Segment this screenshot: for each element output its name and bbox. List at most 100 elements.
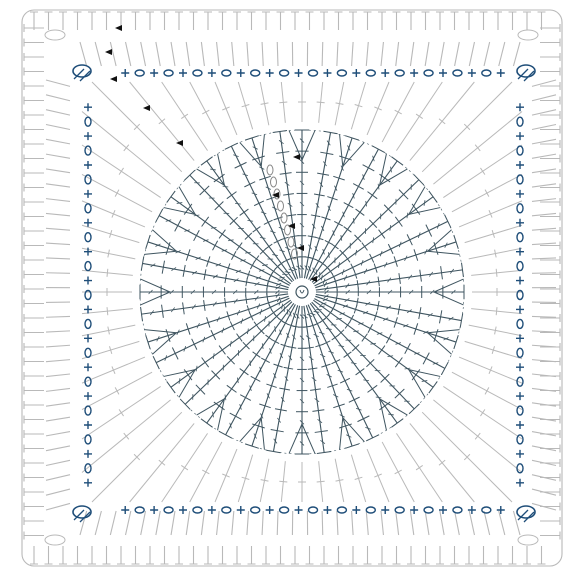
center-stitch-slash bbox=[242, 173, 248, 177]
sc-symbol bbox=[84, 218, 92, 227]
chain-symbol bbox=[516, 203, 524, 214]
center-stitch-slash bbox=[388, 413, 394, 416]
round2-stitch bbox=[531, 315, 557, 318]
corner-stitch bbox=[73, 68, 91, 82]
round2-stitch bbox=[531, 212, 557, 217]
outer-ray-tick bbox=[474, 432, 481, 440]
center-stitch-slash bbox=[323, 161, 327, 167]
center-stitch-slash bbox=[395, 342, 402, 345]
outer-stitch-top bbox=[218, 11, 227, 30]
round2-stitch bbox=[45, 416, 71, 422]
center-stitch-bar bbox=[263, 219, 273, 225]
outer-stitch-right bbox=[540, 212, 561, 221]
outer-stitch-left bbox=[23, 169, 44, 177]
center-stitch-bar bbox=[218, 229, 226, 239]
round2-stitch bbox=[45, 123, 71, 131]
center-stitch-bar bbox=[327, 196, 338, 201]
center-stitch-slash bbox=[259, 366, 262, 373]
center-stitch-slash bbox=[261, 343, 264, 349]
center-stitch-bar bbox=[244, 232, 253, 240]
round2-stitch bbox=[124, 510, 132, 536]
center-branch bbox=[260, 417, 265, 450]
outer-stitch-right bbox=[540, 111, 561, 119]
center-stitch-slash bbox=[286, 332, 290, 339]
center-stitch-slash bbox=[156, 336, 160, 342]
outer-stitch-bottom bbox=[508, 546, 517, 565]
chain-symbol bbox=[516, 463, 524, 474]
round2-stitch bbox=[185, 510, 191, 536]
round2-stitch bbox=[45, 474, 71, 481]
center-stitch-slash bbox=[249, 385, 252, 392]
center-stitch-slash bbox=[313, 333, 319, 338]
direction-marker bbox=[115, 25, 122, 31]
round2-stitch bbox=[531, 431, 557, 437]
sc-symbol bbox=[323, 69, 332, 77]
sc-symbol bbox=[516, 449, 524, 458]
round2-stitch bbox=[200, 41, 205, 67]
center-stitch-bar bbox=[203, 300, 206, 311]
outer-stitch-right bbox=[540, 241, 561, 250]
outer-stitch-left bbox=[23, 372, 44, 380]
center-stitch-slash bbox=[184, 229, 190, 232]
center-stitch-bar bbox=[383, 204, 393, 214]
outer-stitch-right bbox=[540, 517, 561, 525]
outer-ray-tick bbox=[260, 102, 269, 105]
round2-stitch bbox=[512, 41, 521, 67]
center-stitch-bar bbox=[271, 309, 277, 316]
center-stitch-slash bbox=[326, 374, 332, 378]
center-stitch-bar bbox=[333, 403, 345, 409]
center-stitch-bar bbox=[210, 329, 217, 341]
center-stitch-bar bbox=[239, 368, 249, 376]
center-stitch-slash bbox=[379, 250, 383, 257]
center-stitch-slash bbox=[372, 237, 375, 244]
chain-symbol bbox=[84, 116, 92, 127]
center-stitch-bar bbox=[343, 351, 352, 358]
center-stitch-slash bbox=[308, 356, 314, 361]
center-stitch-bar bbox=[355, 368, 365, 376]
center-stitch-slash bbox=[212, 353, 215, 360]
center-stitch-slash bbox=[436, 223, 440, 229]
center-branch bbox=[379, 398, 408, 416]
center-stitch-slash bbox=[289, 310, 292, 317]
round2-stitch bbox=[409, 41, 415, 67]
corner-stitch bbox=[517, 509, 535, 523]
outer-stitch-right bbox=[540, 125, 561, 134]
center-stitch-slash bbox=[319, 305, 325, 308]
sc-symbol bbox=[516, 478, 524, 487]
outer-stitch-right bbox=[540, 531, 561, 540]
center-stitch-bar bbox=[161, 260, 166, 274]
round2-stitch bbox=[45, 344, 71, 348]
center-stitch-bar bbox=[356, 297, 359, 307]
center-stitch-bar bbox=[229, 321, 235, 331]
center-stitch-slash bbox=[337, 369, 344, 373]
round2-stitch bbox=[380, 510, 384, 536]
outer-stitch-top bbox=[59, 11, 67, 30]
center-branch bbox=[140, 278, 171, 293]
round2-stitch bbox=[45, 109, 71, 116]
center-stitch-slash bbox=[259, 166, 265, 170]
center-stitch-slash bbox=[212, 301, 217, 307]
center-stitch-slash bbox=[272, 206, 278, 210]
outer-ray-tick bbox=[222, 106, 230, 111]
center-stitch-bar bbox=[307, 367, 318, 370]
center-stitch-bar bbox=[320, 151, 334, 156]
center-stitch-bar bbox=[314, 430, 328, 433]
center-stitch-slash bbox=[229, 340, 232, 347]
highlight-round-layer bbox=[72, 64, 536, 523]
center-stitch-slash bbox=[328, 350, 334, 354]
outer-ray-tick bbox=[111, 210, 116, 218]
center-stitch-bar bbox=[327, 309, 333, 316]
round2-stitch bbox=[483, 510, 491, 536]
outer-ray-tick bbox=[114, 387, 120, 395]
center-stitch-slash bbox=[291, 266, 298, 271]
center-stitch-slash bbox=[299, 398, 305, 404]
center-stitch-bar bbox=[344, 255, 351, 263]
center-stitch-bar bbox=[287, 346, 297, 349]
center-stitch-slash bbox=[192, 270, 198, 275]
chain-symbol bbox=[452, 506, 463, 514]
center-circle-layer bbox=[139, 129, 465, 455]
outer-ray-tick bbox=[118, 167, 124, 175]
outer-stitch-left bbox=[23, 328, 44, 337]
sc-symbol bbox=[294, 69, 303, 77]
